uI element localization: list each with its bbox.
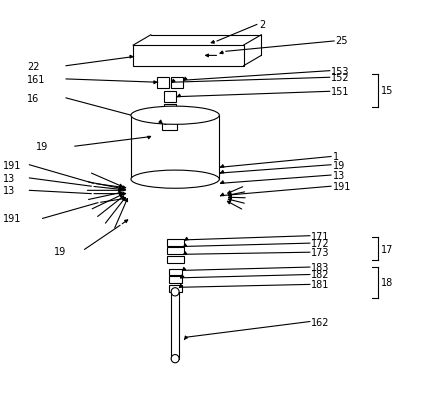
Text: 183: 183 [311,262,330,273]
Text: 15: 15 [381,86,393,96]
Text: 171: 171 [311,231,330,241]
FancyBboxPatch shape [167,256,183,263]
Text: 19: 19 [54,246,66,256]
Text: 22: 22 [27,62,40,71]
Text: 16: 16 [27,94,39,104]
FancyBboxPatch shape [164,105,176,116]
Text: 173: 173 [311,248,330,258]
Text: 19: 19 [333,160,345,170]
FancyBboxPatch shape [162,118,177,131]
Text: 181: 181 [311,280,330,290]
Text: 25: 25 [335,36,348,46]
Text: 182: 182 [311,270,330,280]
Text: 18: 18 [381,278,393,287]
Ellipse shape [131,107,219,125]
Text: 191: 191 [3,214,21,224]
FancyBboxPatch shape [167,240,183,247]
Text: 191: 191 [333,182,351,192]
FancyBboxPatch shape [168,285,182,292]
Text: 13: 13 [333,171,345,180]
Text: 151: 151 [331,87,350,97]
Text: 162: 162 [311,317,330,327]
Text: 2: 2 [259,19,265,30]
FancyBboxPatch shape [171,78,183,89]
Text: 152: 152 [331,73,350,83]
Text: 172: 172 [311,239,330,249]
Text: 191: 191 [3,160,21,170]
Ellipse shape [171,288,179,296]
Ellipse shape [171,355,179,363]
Text: 13: 13 [3,186,15,196]
FancyBboxPatch shape [157,78,169,89]
Ellipse shape [131,171,219,189]
FancyBboxPatch shape [168,269,182,275]
Text: 19: 19 [36,142,48,152]
FancyBboxPatch shape [164,92,176,103]
Text: 153: 153 [331,66,350,76]
Text: 161: 161 [27,75,46,85]
Text: 13: 13 [3,173,15,183]
FancyBboxPatch shape [168,276,182,283]
Text: 17: 17 [381,244,393,254]
Text: 1: 1 [333,152,339,162]
FancyBboxPatch shape [167,248,183,255]
FancyBboxPatch shape [133,46,244,66]
